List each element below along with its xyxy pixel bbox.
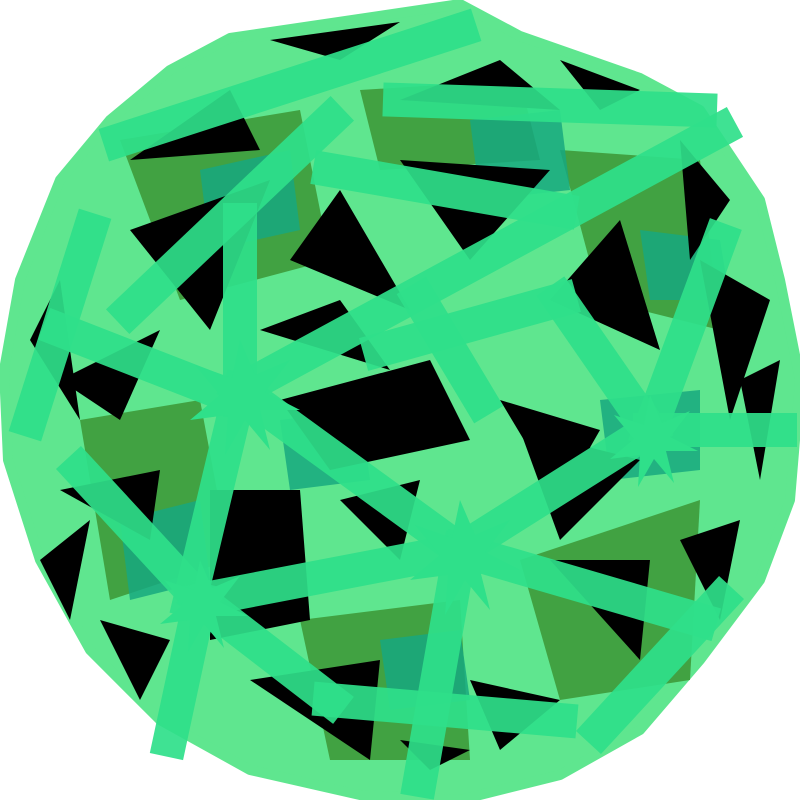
- frame-strut: [8, 208, 112, 442]
- junction-star: [410, 500, 520, 615]
- frame-strut: [216, 366, 484, 574]
- hole: [700, 260, 770, 420]
- frame-strut: [176, 576, 354, 724]
- junction-star: [190, 340, 300, 455]
- junction-star: [160, 560, 248, 652]
- frame-strut: [37, 307, 263, 423]
- frame-strut: [536, 276, 674, 454]
- frame-strut: [180, 530, 480, 620]
- frame-strut: [359, 279, 581, 371]
- frame-strut: [311, 681, 579, 739]
- hole: [290, 190, 410, 310]
- frame-strut: [55, 445, 225, 625]
- hole: [40, 520, 90, 620]
- hole: [680, 140, 730, 260]
- hole: [550, 220, 660, 350]
- hole: [100, 620, 170, 700]
- frame-strut: [382, 82, 718, 128]
- junction-star: [610, 395, 698, 487]
- frame-junctions: [160, 340, 698, 652]
- frame-strut: [310, 150, 580, 230]
- frame-strut: [216, 106, 744, 414]
- frame-strut: [628, 218, 742, 452]
- frame-strut: [575, 575, 745, 755]
- frame-strut: [396, 276, 504, 424]
- hole: [270, 22, 400, 60]
- frame-strut: [98, 8, 482, 162]
